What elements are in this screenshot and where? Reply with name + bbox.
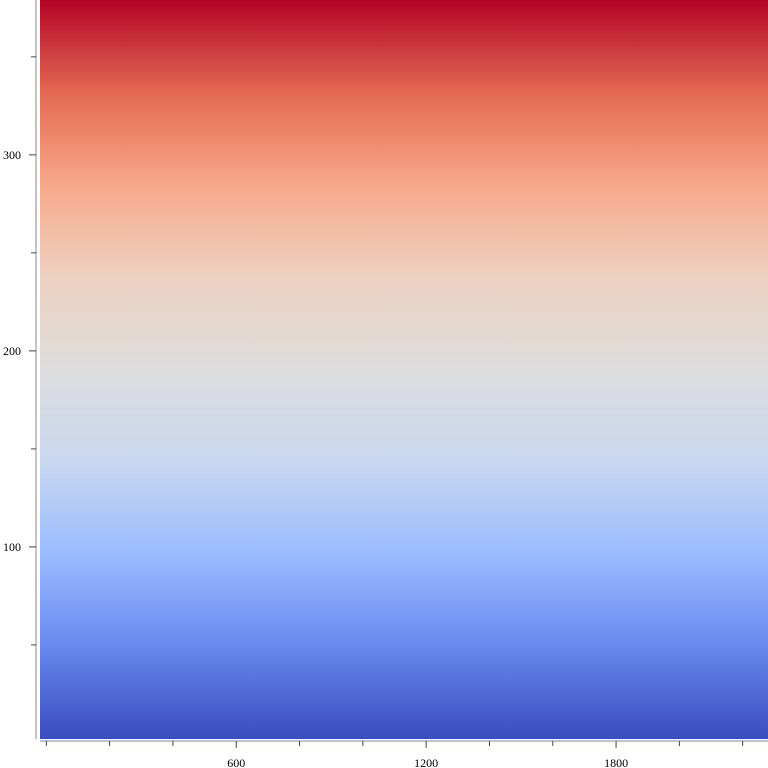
- y-axis: 100 200 300: [3, 56, 36, 646]
- x-tick-label: 600: [227, 756, 245, 768]
- y-tick-label: 100: [3, 540, 21, 554]
- x-axis: 600 1200 1800: [45, 741, 744, 768]
- heatmap-area: [40, 0, 768, 739]
- y-tick-label: 200: [3, 344, 21, 358]
- x-tick-label: 1200: [414, 756, 438, 768]
- x-tick-label: 1800: [604, 756, 628, 768]
- y-tick-label: 300: [3, 148, 21, 162]
